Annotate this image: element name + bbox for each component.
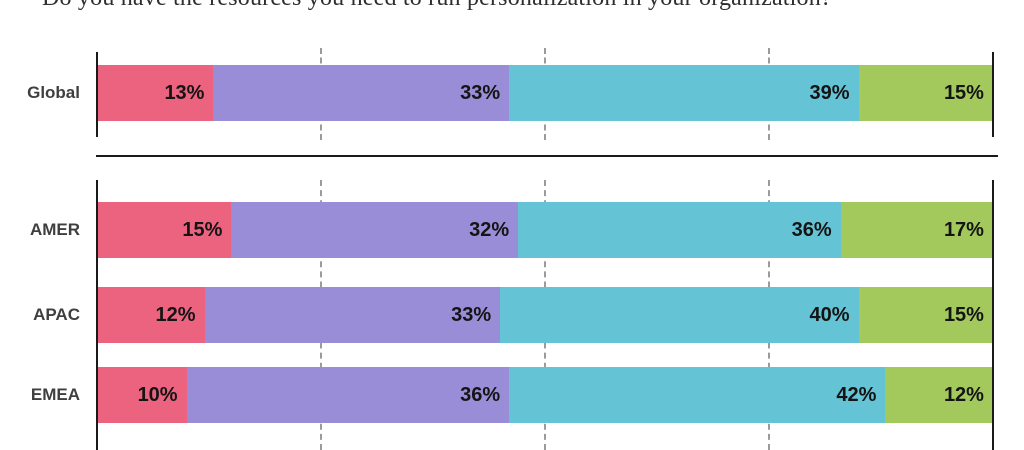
y-axis-line-regions-left [96, 180, 98, 450]
chart-title: Do you have the resources you need to ru… [42, 0, 832, 12]
bar-segment: 33% [213, 65, 510, 121]
bar-row-apac: 12% 33% 40% 15% [97, 287, 993, 343]
section-separator-line [96, 155, 998, 157]
bar-segment: 40% [500, 287, 859, 343]
segment-value-label: 15% [182, 218, 223, 241]
bar-segment: 36% [186, 367, 510, 423]
segment-value-label: 39% [809, 81, 850, 104]
bar-segment: 33% [204, 287, 501, 343]
segment-value-label: 33% [451, 303, 492, 326]
bar-segment: 10% [97, 367, 187, 423]
segment-value-label: 32% [469, 218, 510, 241]
bar-segment: 36% [518, 202, 841, 258]
y-axis-line-regions-right [992, 180, 994, 450]
bar-segment: 12% [97, 287, 205, 343]
bar-segment: 15% [97, 202, 232, 258]
bar-segment: 17% [840, 202, 993, 258]
bar-segment: 32% [231, 202, 519, 258]
bar-segment: 39% [509, 65, 859, 121]
segment-value-label: 12% [943, 383, 984, 406]
y-axis-line-global-right [992, 52, 994, 137]
segment-value-label: 13% [164, 81, 205, 104]
bar-row-global: 13% 33% 39% 15% [97, 65, 993, 121]
segment-value-label: 36% [791, 218, 832, 241]
bar-segment: 12% [885, 367, 993, 423]
bar-segment: 13% [97, 65, 214, 121]
segment-value-label: 17% [943, 218, 984, 241]
category-label-apac: APAC [33, 305, 80, 324]
segment-value-label: 42% [836, 383, 877, 406]
segment-value-label: 40% [809, 303, 850, 326]
bar-segment: 15% [858, 65, 993, 121]
segment-value-label: 10% [137, 383, 178, 406]
bar-row-emea: 10% 36% 42% 12% [97, 367, 993, 423]
category-label-global: Global [27, 83, 80, 102]
segment-value-label: 15% [943, 303, 984, 326]
bar-segment: 42% [509, 367, 886, 423]
category-label-amer: AMER [29, 220, 80, 239]
bar-row-amer: 15% 32% 36% 17% [97, 202, 993, 258]
category-label-emea: EMEA [30, 385, 80, 404]
segment-value-label: 36% [460, 383, 501, 406]
y-axis-line-global-left [96, 52, 98, 137]
segment-value-label: 33% [460, 81, 501, 104]
segment-value-label: 12% [155, 303, 196, 326]
segment-value-label: 15% [943, 81, 984, 104]
bar-segment: 15% [858, 287, 993, 343]
